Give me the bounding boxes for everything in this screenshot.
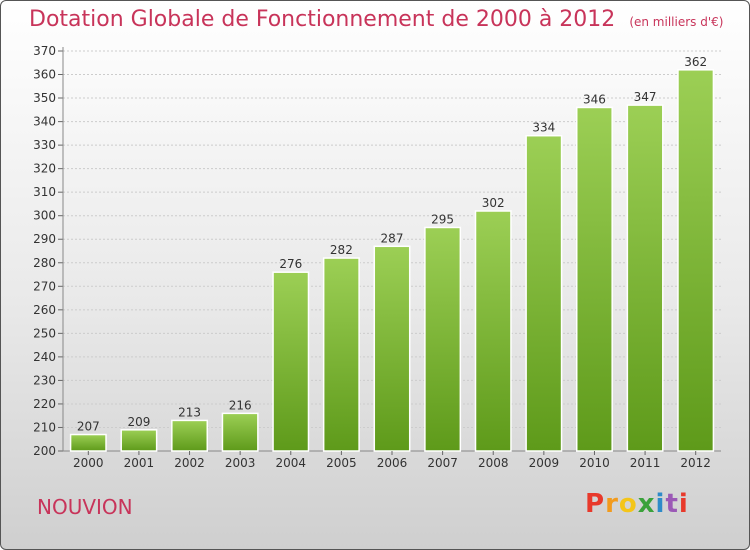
data-labels: 207 209 213 216 276 282 287 295 302 334 346 347 362 <box>77 55 707 434</box>
bar-2001 <box>120 429 158 452</box>
bar-2009 <box>525 134 563 452</box>
bar-2003 <box>221 412 259 452</box>
logo-letter: o <box>618 489 638 519</box>
y-tick-label: 280 <box>33 256 56 270</box>
x-tick-label-2001: 2001 <box>124 456 155 470</box>
y-tick-label: 240 <box>33 350 56 364</box>
data-label-2008: 302 <box>482 196 505 210</box>
x-tick-label-2002: 2002 <box>174 456 205 470</box>
y-tick-label: 200 <box>33 444 56 458</box>
logo-letter: x <box>637 489 656 519</box>
y-tick-label: 320 <box>33 162 56 176</box>
y-tick-label: 370 <box>33 44 56 58</box>
x-tick-label-2004: 2004 <box>275 456 306 470</box>
x-tick-label-2007: 2007 <box>427 456 458 470</box>
x-tick-labels: 2000 2001 2002 2003 2004 2005 2006 2007 2008 2009… <box>73 451 711 470</box>
bar-2008 <box>474 210 512 452</box>
y-tick-label: 230 <box>33 373 56 387</box>
data-label-2005: 282 <box>330 243 353 257</box>
x-tick-label-2003: 2003 <box>225 456 256 470</box>
title-main: Dotation Globale de Fonctionnement de 20… <box>29 7 616 32</box>
y-tick-label: 220 <box>33 397 56 411</box>
x-tick-label-2009: 2009 <box>529 456 560 470</box>
y-tick-label: 360 <box>33 68 56 82</box>
y-tick-labels: 200 210 220 230 240 250 260 270 280 290 300 310 320 3… <box>33 44 56 458</box>
bar-2011 <box>626 104 664 452</box>
data-label-2011: 347 <box>634 90 657 104</box>
data-label-2010: 346 <box>583 92 606 106</box>
data-label-2012: 362 <box>684 55 707 69</box>
bar-2002 <box>171 419 209 452</box>
logo-letter: t <box>665 489 679 519</box>
bar-2012 <box>677 69 715 452</box>
proxiti-logo: Proxiti <box>585 489 689 519</box>
data-label-2001: 209 <box>127 415 150 429</box>
logo-letter: i <box>655 489 666 519</box>
chart-title: Dotation Globale de Fonctionnement de 20… <box>29 7 723 32</box>
y-tick-label: 290 <box>33 232 56 246</box>
x-tick-label-2000: 2000 <box>73 456 104 470</box>
x-tick-label-2012: 2012 <box>680 456 711 470</box>
commune-name: NOUVION <box>37 495 133 519</box>
x-tick-label-2006: 2006 <box>377 456 408 470</box>
data-label-2003: 216 <box>229 398 252 412</box>
x-tick-label-2010: 2010 <box>579 456 610 470</box>
y-tick-label: 210 <box>33 420 56 434</box>
data-label-2007: 295 <box>431 212 454 226</box>
y-tick-label: 260 <box>33 303 56 317</box>
logo-letter: r <box>605 489 619 519</box>
data-label-2002: 213 <box>178 405 201 419</box>
x-tick-label-2008: 2008 <box>478 456 509 470</box>
y-tick-label: 270 <box>33 279 56 293</box>
title-unit: (en milliers d'€) <box>629 15 724 29</box>
data-label-2000: 207 <box>77 420 100 434</box>
y-tick-label: 330 <box>33 138 56 152</box>
bar-2010 <box>575 106 613 452</box>
bar-2000 <box>69 433 107 452</box>
data-label-2009: 334 <box>532 121 555 135</box>
logo-letter: i <box>678 489 689 519</box>
x-tick-label-2011: 2011 <box>630 456 661 470</box>
logo-letter: P <box>585 489 606 519</box>
data-label-2006: 287 <box>381 231 404 245</box>
bar-2006 <box>373 245 411 452</box>
bar-2005 <box>322 257 360 452</box>
data-label-2004: 276 <box>279 257 302 271</box>
y-tick-label: 300 <box>33 209 56 223</box>
bar-2004 <box>272 271 310 452</box>
y-tick-label: 250 <box>33 326 56 340</box>
bar-2007 <box>424 226 462 452</box>
bars <box>69 69 715 452</box>
y-tick-label: 350 <box>33 91 56 105</box>
y-tick-label: 340 <box>33 115 56 129</box>
y-tick-label: 310 <box>33 185 56 199</box>
x-tick-label-2005: 2005 <box>326 456 357 470</box>
